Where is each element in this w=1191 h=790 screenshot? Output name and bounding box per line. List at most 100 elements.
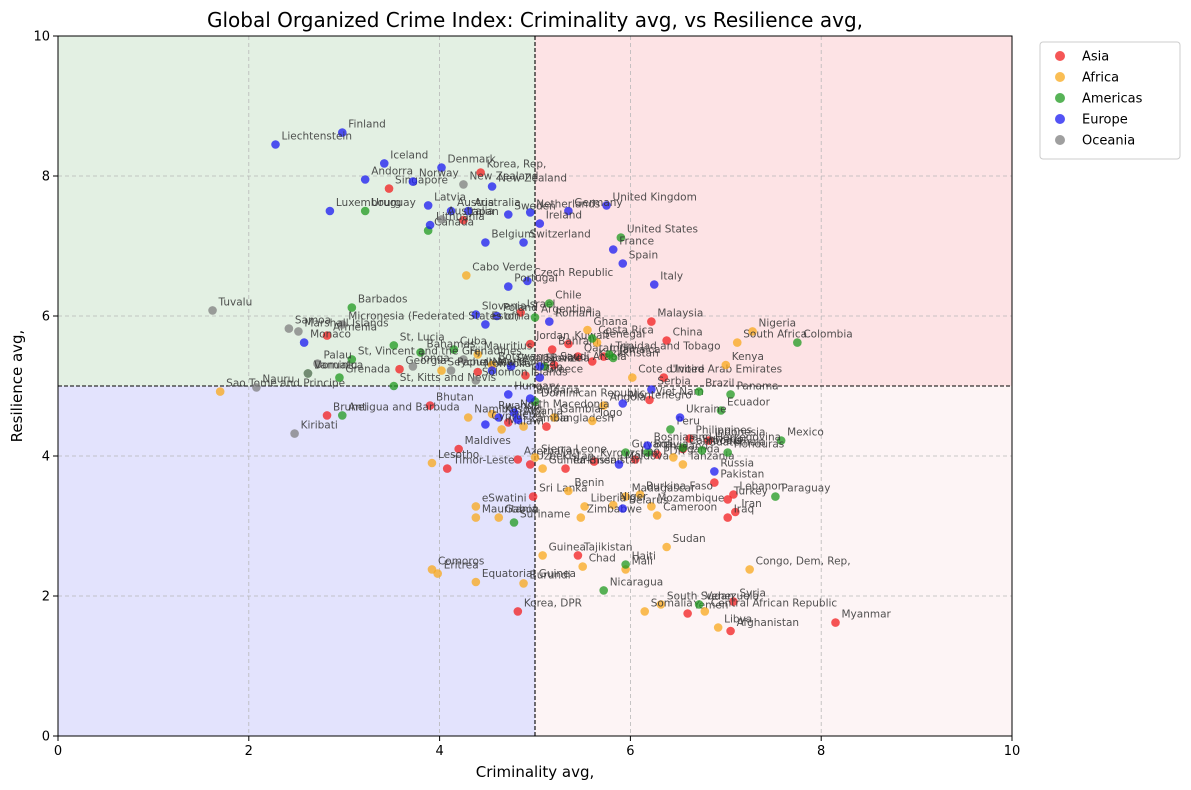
x-tick-label-2: 4: [435, 744, 443, 759]
point-label-africa-40: Equatorial Guinea: [482, 568, 576, 580]
point-europe-2: [379, 159, 389, 168]
point-label-asia-15: Malaysia: [657, 308, 703, 320]
point-africa-21: [678, 460, 688, 469]
point-europe-9: [446, 206, 456, 216]
point-africa-25: [494, 513, 504, 522]
point-europe-44: [710, 467, 719, 476]
point-asia-34: [704, 436, 713, 445]
point-label-africa-19: Sierra Leone: [541, 443, 607, 455]
point-europe-17: [481, 238, 490, 247]
point-label-europe-44: Russia: [720, 457, 754, 469]
point-label-americas-3: Argentina: [541, 303, 592, 315]
point-label-asia-18: Viet Nam: [655, 386, 703, 398]
point-label-asia-22: Timor-Leste: [452, 455, 514, 467]
point-africa-12: [748, 327, 757, 336]
point-label-asia-16: China: [673, 327, 703, 339]
point-label-americas-28: Guatemala: [708, 436, 766, 448]
point-label-americas-22: Panama: [737, 380, 779, 392]
point-africa-30: [621, 492, 630, 501]
point-label-africa-24: eSwatini: [482, 492, 527, 504]
point-asia-15: [647, 317, 656, 326]
point-label-europe-39: Albania: [524, 406, 563, 418]
point-oceania-8: [459, 355, 468, 364]
point-asia-0: [384, 184, 394, 193]
point-label-africa-14: Kenya: [732, 351, 764, 363]
point-label-asia-44: Afghanistan: [737, 617, 800, 629]
point-europe-26: [492, 311, 502, 321]
point-americas-24: [716, 406, 726, 415]
point-africa-29: [608, 500, 618, 510]
point-label-americas-6: Bahamas: [427, 338, 476, 350]
x-tick-label-0: 0: [54, 744, 62, 759]
point-label-americas-19: Guyana: [632, 439, 673, 451]
point-label-europe-4: Norway: [419, 168, 459, 180]
x-axis-title: Criminality avg,: [476, 763, 595, 781]
point-label-europe-0: Liechtenstein: [282, 131, 353, 143]
point-label-africa-11: Cote d'Ivoire: [638, 364, 704, 376]
point-asia-29: [561, 464, 570, 473]
point-europe-25: [481, 320, 490, 329]
point-label-europe-1: Finland: [348, 119, 386, 131]
point-label-europe-29: Slovakia: [546, 352, 590, 364]
point-europe-45: [618, 504, 628, 513]
point-label-asia-36: Pakistan: [720, 469, 764, 481]
point-oceania-0: [208, 306, 217, 315]
point-americas-2: [545, 299, 554, 308]
point-label-africa-13: South Africa: [743, 329, 807, 341]
point-asia-21: [454, 444, 463, 454]
point-asia-44: [726, 626, 735, 636]
point-label-europe-28: Croatia: [517, 352, 555, 364]
point-europe-21: [523, 276, 532, 286]
point-label-europe-5: Denmark: [448, 154, 497, 166]
point-oceania-13: [437, 215, 446, 224]
point-label-africa-27: Liberia: [591, 492, 627, 504]
point-africa-7: [497, 425, 506, 434]
point-label-oceania-4: Palau: [323, 350, 351, 362]
point-label-africa-45: Central African Republic: [711, 597, 838, 609]
point-americas-10: [389, 381, 399, 391]
point-africa-18: [427, 458, 437, 468]
point-asia-1: [476, 168, 485, 177]
point-label-oceania-5: Vanuatu: [314, 359, 357, 371]
point-asia-31: [630, 455, 640, 464]
point-europe-31: [299, 338, 309, 347]
point-label-oceania-8: Fiji: [469, 345, 483, 357]
point-label-africa-20: Guinea-Bissau: [549, 455, 624, 467]
point-africa-26: [471, 513, 481, 522]
point-americas-12: [337, 411, 347, 420]
point-oceania-12: [459, 180, 468, 189]
point-label-oceania-13: Australia: [448, 205, 494, 217]
point-label-africa-31: Burkina Faso: [646, 481, 713, 493]
point-africa-13: [732, 338, 742, 347]
point-americas-7: [449, 345, 459, 354]
point-asia-43: [729, 597, 738, 606]
point-asia-32: [652, 450, 662, 459]
point-americas-3: [530, 313, 540, 322]
point-label-americas-26: Mexico: [787, 427, 824, 439]
point-europe-4: [408, 177, 418, 186]
point-label-europe-15: Ireland: [546, 210, 582, 222]
point-americas-19: [621, 448, 630, 457]
point-africa-43: [640, 607, 650, 616]
point-label-europe-32: Malta: [498, 357, 527, 369]
point-label-europe-31: Monaco: [310, 329, 351, 341]
point-label-asia-33: Cambodia: [689, 435, 742, 447]
point-label-asia-43: Syria: [739, 588, 766, 600]
point-americas-20: [643, 448, 652, 457]
point-label-europe-24: Slovenia: [482, 301, 527, 313]
point-label-africa-30: Madagascar: [632, 483, 696, 495]
point-asia-2: [459, 215, 468, 225]
point-label-europe-26: Poland: [503, 302, 538, 314]
x-tick-label-4: 8: [817, 744, 825, 759]
point-africa-46: [713, 623, 723, 632]
point-label-africa-28: Zimbabwe: [587, 504, 642, 516]
point-label-asia-38: Turkey: [733, 485, 768, 497]
point-asia-41: [513, 607, 523, 616]
point-asia-17: [659, 373, 669, 382]
point-europe-27: [545, 317, 554, 326]
point-africa-17: [599, 401, 608, 410]
point-label-africa-12: Nigeria: [759, 317, 797, 329]
point-africa-23: [564, 486, 573, 496]
point-americas-25: [793, 338, 802, 347]
point-label-americas-4: Barbados: [358, 294, 408, 306]
